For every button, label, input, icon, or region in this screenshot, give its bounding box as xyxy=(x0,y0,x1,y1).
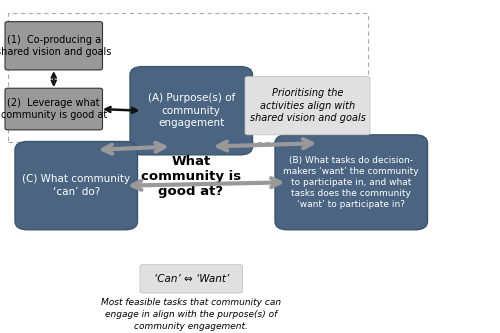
FancyBboxPatch shape xyxy=(275,135,428,230)
Text: (C) What community
‘can’ do?: (C) What community ‘can’ do? xyxy=(22,174,130,197)
FancyBboxPatch shape xyxy=(245,77,370,135)
FancyBboxPatch shape xyxy=(140,265,242,293)
Text: What
community is
good at?: What community is good at? xyxy=(141,155,241,198)
Text: Prioritising the
activities align with
shared vision and goals: Prioritising the activities align with s… xyxy=(250,88,366,123)
Text: Most feasible tasks that community can
engage in align with the purpose(s) of
co: Most feasible tasks that community can e… xyxy=(101,298,281,331)
Text: (2)  Leverage what
community is good at: (2) Leverage what community is good at xyxy=(0,98,107,120)
Text: (1)  Co-producing a
shared vision and goals: (1) Co-producing a shared vision and goa… xyxy=(0,35,112,57)
Text: (B) What tasks do decision-
makers ‘want’ the community
to participate in, and w: (B) What tasks do decision- makers ‘want… xyxy=(284,156,419,209)
Text: (A) Purpose(s) of
community
engagement: (A) Purpose(s) of community engagement xyxy=(148,93,235,128)
Text: ‘Can’ ⇔ ‘Want’: ‘Can’ ⇔ ‘Want’ xyxy=(154,274,229,284)
FancyBboxPatch shape xyxy=(5,88,102,130)
FancyBboxPatch shape xyxy=(130,67,252,155)
FancyBboxPatch shape xyxy=(15,142,138,230)
Bar xyxy=(8,13,368,142)
FancyBboxPatch shape xyxy=(5,22,102,70)
